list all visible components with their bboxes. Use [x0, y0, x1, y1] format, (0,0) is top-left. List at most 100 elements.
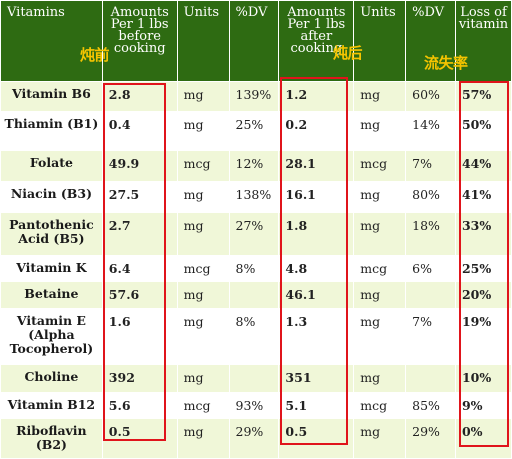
amount-before: 57.6: [101, 281, 178, 309]
header-dv-after: %DV: [405, 0, 456, 82]
unit-before: mg: [176, 111, 230, 151]
dv-after: [405, 364, 456, 393]
vitamin-name: Betaine: [0, 281, 103, 309]
table-row: Niacin (B3) 27.5 mg 138% 16.1 mg 80% 41%: [0, 181, 512, 213]
header-units-before: Units: [176, 0, 230, 82]
loss-percent: 41%: [454, 181, 512, 213]
unit-before: mg: [176, 81, 230, 112]
dv-after: 18%: [405, 212, 456, 256]
unit-after: mg: [353, 181, 407, 213]
amount-before: 0.4: [101, 111, 178, 151]
dv-after: 7%: [405, 308, 456, 365]
annotation-after: 炖后: [333, 44, 363, 62]
vitamin-name: Riboflavin (B2): [0, 418, 103, 459]
header-vitamins: Vitamins: [0, 0, 103, 82]
unit-after: mg: [353, 111, 407, 151]
unit-after: mg: [353, 364, 407, 393]
dv-after: 14%: [405, 111, 456, 151]
dv-before: 29%: [228, 418, 280, 459]
unit-after: mg: [353, 281, 407, 309]
vitamin-name: Niacin (B3): [0, 181, 103, 213]
table-row: Choline 392 mg 351 mg 10%: [0, 364, 512, 393]
amount-after: 0.2: [278, 111, 355, 151]
unit-after: mg: [353, 308, 407, 365]
dv-after: [405, 281, 456, 309]
header-dv-before: %DV: [228, 0, 280, 82]
unit-after: mcg: [353, 150, 407, 182]
table-row: Folate 49.9 mcg 12% 28.1 mcg 7% 44%: [0, 150, 512, 182]
dv-after: 60%: [405, 81, 456, 112]
amount-before: 5.6: [101, 392, 178, 419]
loss-percent: 33%: [454, 212, 512, 256]
loss-percent: 50%: [454, 111, 512, 151]
annotation-before: 炖前: [80, 46, 110, 64]
vitamin-name: Vitamin B6: [0, 81, 103, 112]
dv-before: 25%: [228, 111, 280, 151]
dv-before: 138%: [228, 181, 280, 213]
unit-after: mcg: [353, 255, 407, 282]
amount-after: 1.8: [278, 212, 355, 256]
amount-before: 392: [101, 364, 178, 393]
table-row: Riboflavin (B2) 0.5 mg 29% 0.5 mg 29% 0%: [0, 418, 512, 459]
dv-before: 8%: [228, 255, 280, 282]
amount-before: 2.8: [101, 81, 178, 112]
annotation-loss: 流失率: [424, 54, 468, 72]
unit-before: mg: [176, 308, 230, 365]
loss-percent: 10%: [454, 364, 512, 393]
table-row: Pantothenic Acid (B5) 2.7 mg 27% 1.8 mg 18% 33%: [0, 212, 512, 256]
amount-before: 2.7: [101, 212, 178, 256]
dv-after: 85%: [405, 392, 456, 419]
unit-before: mg: [176, 212, 230, 256]
dv-before: 8%: [228, 308, 280, 365]
amount-after: 28.1: [278, 150, 355, 182]
amount-after: 1.2: [278, 81, 355, 112]
table-row: Thiamin (B1) 0.4 mg 25% 0.2 mg 14% 50%: [0, 111, 512, 151]
unit-after: mg: [353, 418, 407, 459]
loss-percent: 19%: [454, 308, 512, 365]
header-loss: Loss of vitamin: [454, 0, 512, 82]
dv-before: 27%: [228, 212, 280, 256]
vitamin-name: Vitamin B12: [0, 392, 103, 419]
dv-before: [228, 281, 280, 309]
header-amount-after: Amounts Per 1 lbs after cooking: [278, 0, 355, 82]
vitamin-name: Folate: [0, 150, 103, 182]
vitamin-name: Pantothenic Acid (B5): [0, 212, 103, 256]
amount-before: 6.4: [101, 255, 178, 282]
dv-after: 6%: [405, 255, 456, 282]
table-row: Vitamin K 6.4 mcg 8% 4.8 mcg 6% 25%: [0, 255, 512, 282]
unit-after: mg: [353, 212, 407, 256]
amount-after: 16.1: [278, 181, 355, 213]
vitamin-name: Vitamin K: [0, 255, 103, 282]
dv-after: 29%: [405, 418, 456, 459]
dv-before: 139%: [228, 81, 280, 112]
dv-before: [228, 364, 280, 393]
header-row: Vitamins Amounts Per 1 lbs before cookin…: [0, 0, 512, 82]
amount-after: 351: [278, 364, 355, 393]
amount-after: 0.5: [278, 418, 355, 459]
dv-after: 7%: [405, 150, 456, 182]
loss-percent: 44%: [454, 150, 512, 182]
unit-after: mcg: [353, 392, 407, 419]
unit-before: mg: [176, 181, 230, 213]
vitamin-name: Choline: [0, 364, 103, 393]
amount-after: 4.8: [278, 255, 355, 282]
unit-before: mg: [176, 364, 230, 393]
loss-percent: 0%: [454, 418, 512, 459]
loss-percent: 9%: [454, 392, 512, 419]
amount-before: 49.9: [101, 150, 178, 182]
dv-before: 12%: [228, 150, 280, 182]
amount-before: 27.5: [101, 181, 178, 213]
header-amount-before: Amounts Per 1 lbs before cooking: [101, 0, 178, 82]
unit-after: mg: [353, 81, 407, 112]
unit-before: mg: [176, 281, 230, 309]
amount-before: 0.5: [101, 418, 178, 459]
amount-after: 5.1: [278, 392, 355, 419]
table-row: Betaine 57.6 mg 46.1 mg 20%: [0, 281, 512, 309]
unit-before: mcg: [176, 392, 230, 419]
loss-percent: 25%: [454, 255, 512, 282]
unit-before: mcg: [176, 150, 230, 182]
vitamin-name: Thiamin (B1): [0, 111, 103, 151]
amount-before: 1.6: [101, 308, 178, 365]
amount-after: 46.1: [278, 281, 355, 309]
